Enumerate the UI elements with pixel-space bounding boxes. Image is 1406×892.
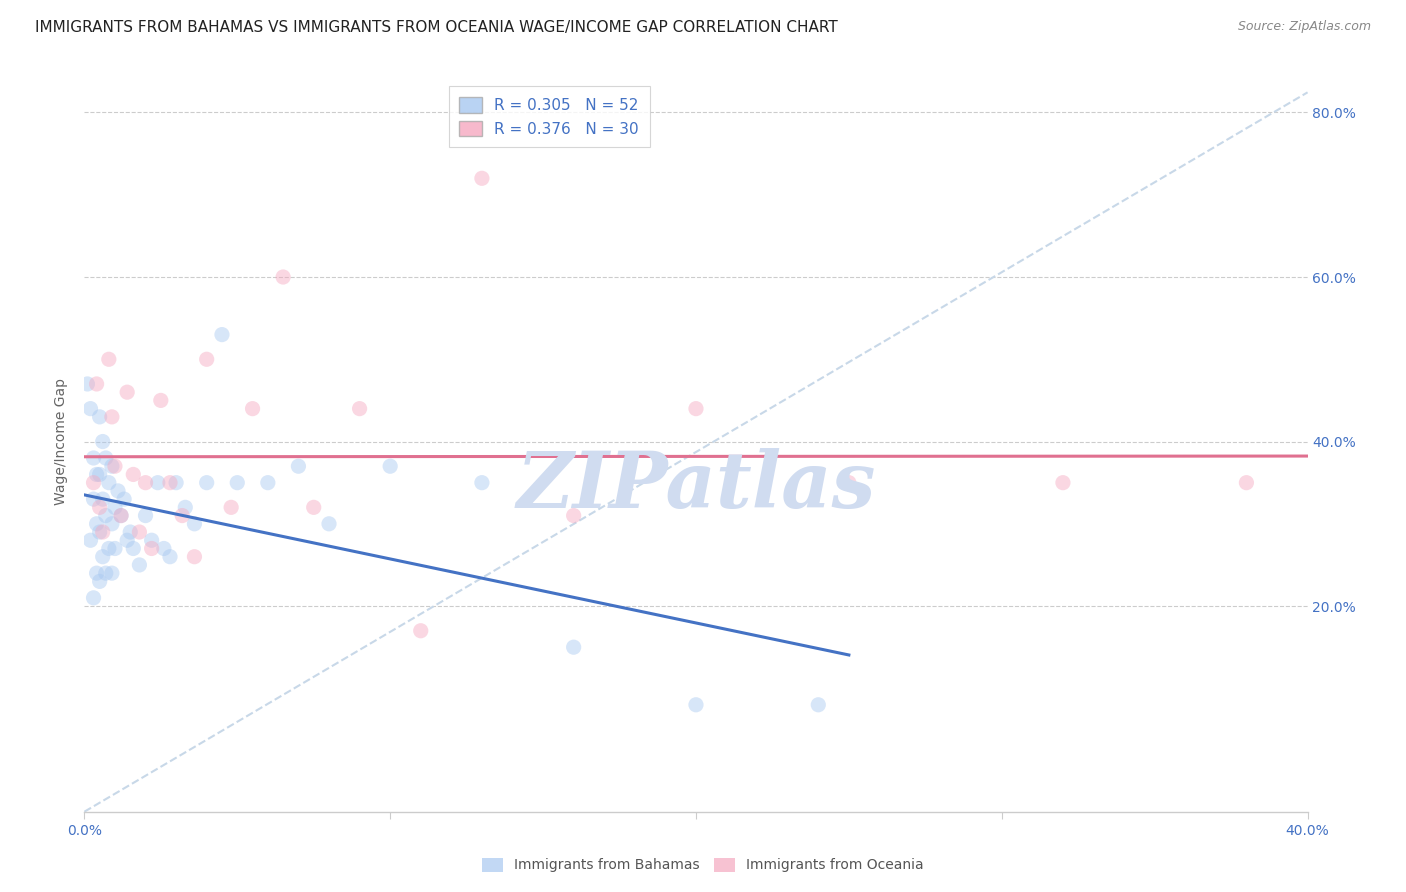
Point [135, 475, 157, 490]
Point [122, 467, 145, 482]
Point [91, 492, 114, 507]
Point [195, 352, 218, 367]
Point [97, 352, 120, 367]
Point [159, 475, 181, 490]
Point [104, 459, 127, 474]
Point [91, 549, 114, 564]
Point [141, 533, 163, 548]
Point [141, 541, 163, 556]
Point [101, 566, 124, 581]
Point [302, 500, 325, 515]
Point [97, 541, 120, 556]
Point [165, 475, 187, 490]
Point [86, 376, 108, 391]
Point [86, 516, 108, 531]
Point [562, 508, 585, 523]
Text: IMMIGRANTS FROM BAHAMAS VS IMMIGRANTS FROM OCEANIA WAGE/INCOME GAP CORRELATION C: IMMIGRANTS FROM BAHAMAS VS IMMIGRANTS FR… [35, 20, 838, 35]
Point [120, 524, 142, 539]
Point [115, 533, 138, 548]
Point [174, 500, 197, 515]
Point [83, 492, 105, 507]
Point [104, 541, 127, 556]
Point [211, 327, 233, 342]
Point [128, 524, 150, 539]
Point [110, 508, 132, 523]
Legend: Immigrants from Bahamas, Immigrants from Oceania: Immigrants from Bahamas, Immigrants from… [477, 852, 929, 878]
Point [89, 500, 111, 515]
Text: ZIPatlas: ZIPatlas [516, 448, 876, 524]
Point [91, 524, 114, 539]
Point [89, 409, 111, 424]
Point [97, 475, 120, 490]
Y-axis label: Wage/Income Gap: Wage/Income Gap [55, 378, 69, 505]
Point [94, 566, 117, 581]
Text: Source: ZipAtlas.com: Source: ZipAtlas.com [1237, 20, 1371, 33]
Point [685, 698, 707, 712]
Point [471, 171, 494, 186]
Point [122, 541, 145, 556]
Point [83, 591, 105, 605]
Point [219, 500, 242, 515]
Point [149, 393, 172, 408]
Point [89, 574, 111, 589]
Point [86, 467, 108, 482]
Point [380, 459, 402, 474]
Point [685, 401, 707, 416]
Point [91, 434, 114, 449]
Point [183, 549, 205, 564]
Point [562, 640, 585, 655]
Point [242, 401, 264, 416]
Point [1052, 475, 1074, 490]
Point [172, 508, 194, 523]
Point [101, 459, 124, 474]
Point [107, 483, 129, 498]
Point [83, 450, 105, 465]
Point [112, 492, 135, 507]
Point [89, 524, 111, 539]
Point [146, 475, 169, 490]
Point [89, 467, 111, 482]
Point [195, 475, 218, 490]
Point [79, 401, 101, 416]
Point [471, 475, 494, 490]
Point [271, 270, 294, 285]
Point [101, 516, 124, 531]
Point [76, 376, 98, 391]
Point [86, 566, 108, 581]
Point [287, 459, 309, 474]
Point [257, 475, 280, 490]
Point [83, 475, 105, 490]
Point [159, 549, 181, 564]
Point [135, 508, 157, 523]
Point [153, 541, 176, 556]
Point [110, 508, 132, 523]
Point [318, 516, 340, 531]
Point [1236, 475, 1258, 490]
Point [226, 475, 249, 490]
Point [94, 450, 117, 465]
Point [94, 508, 117, 523]
Legend: R = 0.305   N = 52, R = 0.376   N = 30: R = 0.305 N = 52, R = 0.376 N = 30 [449, 87, 650, 147]
Point [104, 500, 127, 515]
Point [115, 385, 138, 400]
Point [807, 698, 830, 712]
Point [101, 409, 124, 424]
Point [409, 624, 432, 638]
Point [183, 516, 205, 531]
Point [128, 558, 150, 572]
Point [349, 401, 371, 416]
Point [838, 475, 860, 490]
Point [79, 533, 101, 548]
